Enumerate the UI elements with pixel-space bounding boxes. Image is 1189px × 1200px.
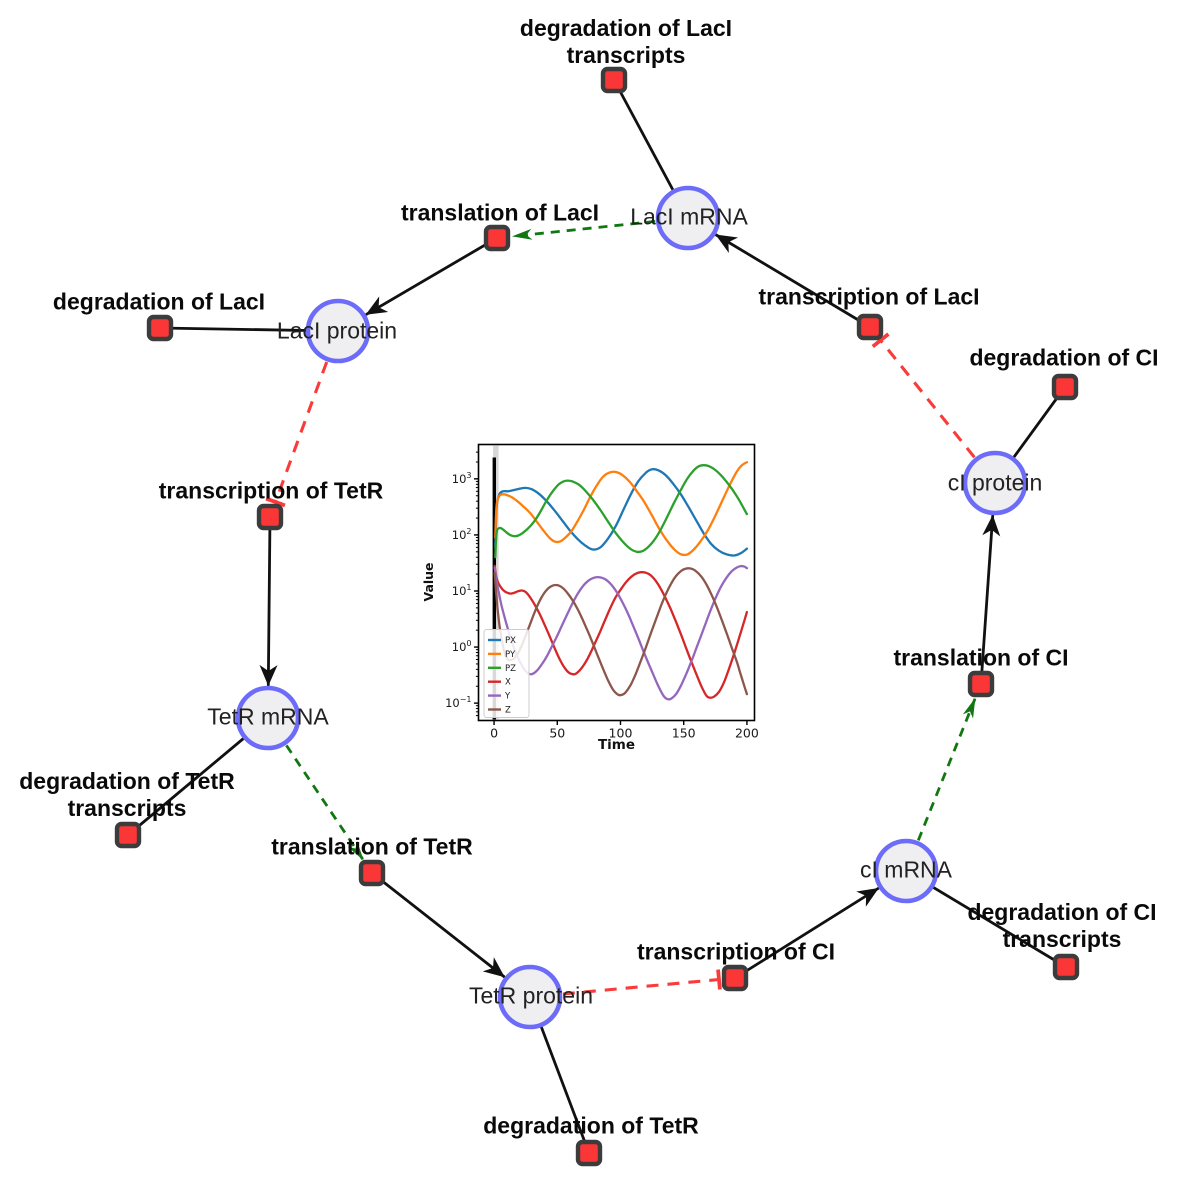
reaction-node-translation-tetR[interactable] (358, 859, 386, 887)
svg-text:50: 50 (549, 726, 565, 741)
svg-text:100: 100 (609, 726, 633, 741)
edge-cI-mrna-modifies-translation (917, 697, 977, 841)
reaction-label-degradation-lacI: degradation of LacI (52, 288, 266, 315)
reaction-node-transcription-tetR[interactable] (256, 503, 284, 531)
edge-transcription-tetR-to-mrna (259, 515, 278, 687)
reaction-label-degradation-tetR-transcripts: degradation of TetR transcripts (19, 767, 235, 821)
reaction-node-degradation-tetR[interactable] (575, 1139, 603, 1167)
reaction-node-translation-cI[interactable] (967, 670, 995, 698)
edge-transcription-lacI-to-mrna (714, 233, 872, 329)
edge-tetR-mrna-modifies-translation (285, 744, 365, 861)
reaction-node-transcription-cI[interactable] (721, 964, 749, 992)
svg-text:10−1: 10−1 (445, 695, 471, 710)
edge-tetR-protein-inhibits-transcription-cI (562, 969, 722, 996)
chart-x-axis-label: Time (598, 737, 635, 753)
reaction-label-transcription-tetR: transcription of TetR (158, 477, 384, 504)
reaction-label-degradation-cI: degradation of CI (969, 344, 1159, 371)
species-nodes (235, 185, 1028, 1030)
production-edges (259, 233, 1001, 980)
species-label-cI-mrna: cI mRNA (860, 856, 952, 883)
reaction-node-degradation-cI[interactable] (1051, 373, 1079, 401)
reaction-node-degradation-lacI-transcripts[interactable] (600, 66, 628, 94)
reaction-label-degradation-tetR: degradation of TetR (483, 1112, 699, 1139)
species-node-lacI-mrna[interactable] (655, 185, 721, 251)
reaction-label-translation-cI: translation of CI (893, 644, 1069, 671)
svg-text:0: 0 (490, 726, 498, 741)
reaction-label-degradation-cI-transcripts: degradation of CI transcripts (967, 898, 1157, 952)
species-node-cI-mrna[interactable] (873, 838, 939, 904)
reaction-label-transcription-cI: transcription of CI (636, 938, 836, 965)
edge-translation-cI-to-protein (979, 514, 1001, 686)
species-label-lacI-mrna: LacI mRNA (630, 203, 748, 230)
edge-cI-protein-inhibits-transcription-lacI (871, 332, 976, 459)
chart-x-axis-ticks: 0 50 100 150 200 (490, 720, 759, 741)
chart-curve-PX (494, 467, 749, 557)
reaction-node-degradation-tetR-transcripts[interactable] (114, 821, 142, 849)
svg-text:150: 150 (672, 726, 696, 741)
edge-translation-tetR-to-protein (370, 871, 506, 978)
species-label-lacI-protein: LacI protein (276, 317, 398, 344)
modifier-edges (285, 220, 977, 861)
species-node-tetR-protein[interactable] (497, 964, 563, 1030)
species-label-tetR-protein: TetR protein (468, 982, 594, 1009)
chart-legend-label-Z: Z (505, 706, 511, 716)
chart-legend-label-X: X (505, 678, 511, 688)
species-node-cI-protein[interactable] (962, 450, 1028, 516)
reaction-label-translation-tetR: translation of TetR (271, 833, 473, 860)
reaction-label-translation-lacI: translation of LacI (400, 199, 600, 226)
chart-y-axis-ticks: 103 102 101 100 10−1 (445, 451, 479, 717)
reaction-node-degradation-cI-transcripts[interactable] (1052, 953, 1080, 981)
edge-transcription-cI-to-mrna (733, 887, 880, 980)
chart-curve-PY (494, 461, 749, 557)
edge-lacI-mrna-modifies-translation (512, 220, 656, 240)
chart-legend-label-PX: PX (505, 636, 516, 646)
edge-translation-lacI-to-protein (365, 236, 499, 316)
edge-lacI-protein-inhibits-transcription-tetR (265, 361, 329, 508)
reaction-nodes (114, 66, 1080, 1167)
chart-legend-label-Y: Y (504, 692, 511, 702)
chart-legend-label-PZ: PZ (505, 664, 516, 674)
species-label-tetR-mrna: TetR mRNA (207, 703, 329, 730)
reaction-label-transcription-lacI: transcription of LacI (758, 283, 980, 310)
chart-legend-label-PY: PY (505, 650, 516, 660)
chart: 0 50 100 150 200 103 102 101 100 10−1 Time Value… (421, 443, 759, 753)
chart-legend: PX PY PZ XYZ (483, 629, 530, 718)
species-node-tetR-mrna[interactable] (235, 685, 301, 751)
svg-text:102: 102 (452, 527, 472, 542)
svg-text:200: 200 (735, 726, 759, 741)
svg-text:100: 100 (452, 639, 472, 654)
svg-text:101: 101 (452, 583, 472, 598)
reaction-label-degradation-lacI-transcripts: degradation of LacI transcripts (519, 14, 733, 68)
chart-curve-X (493, 564, 749, 699)
reaction-node-degradation-lacI[interactable] (146, 314, 174, 342)
species-node-lacI-protein[interactable] (305, 298, 371, 364)
svg-text:103: 103 (452, 471, 472, 486)
inhibition-edges (265, 332, 976, 996)
reaction-node-transcription-lacI[interactable] (856, 313, 884, 341)
reaction-node-translation-lacI[interactable] (483, 224, 511, 252)
chart-y-axis-label: Value (421, 562, 436, 601)
chart-curve-PZ (494, 464, 749, 559)
species-label-cI-protein: cI protein (947, 469, 1043, 496)
